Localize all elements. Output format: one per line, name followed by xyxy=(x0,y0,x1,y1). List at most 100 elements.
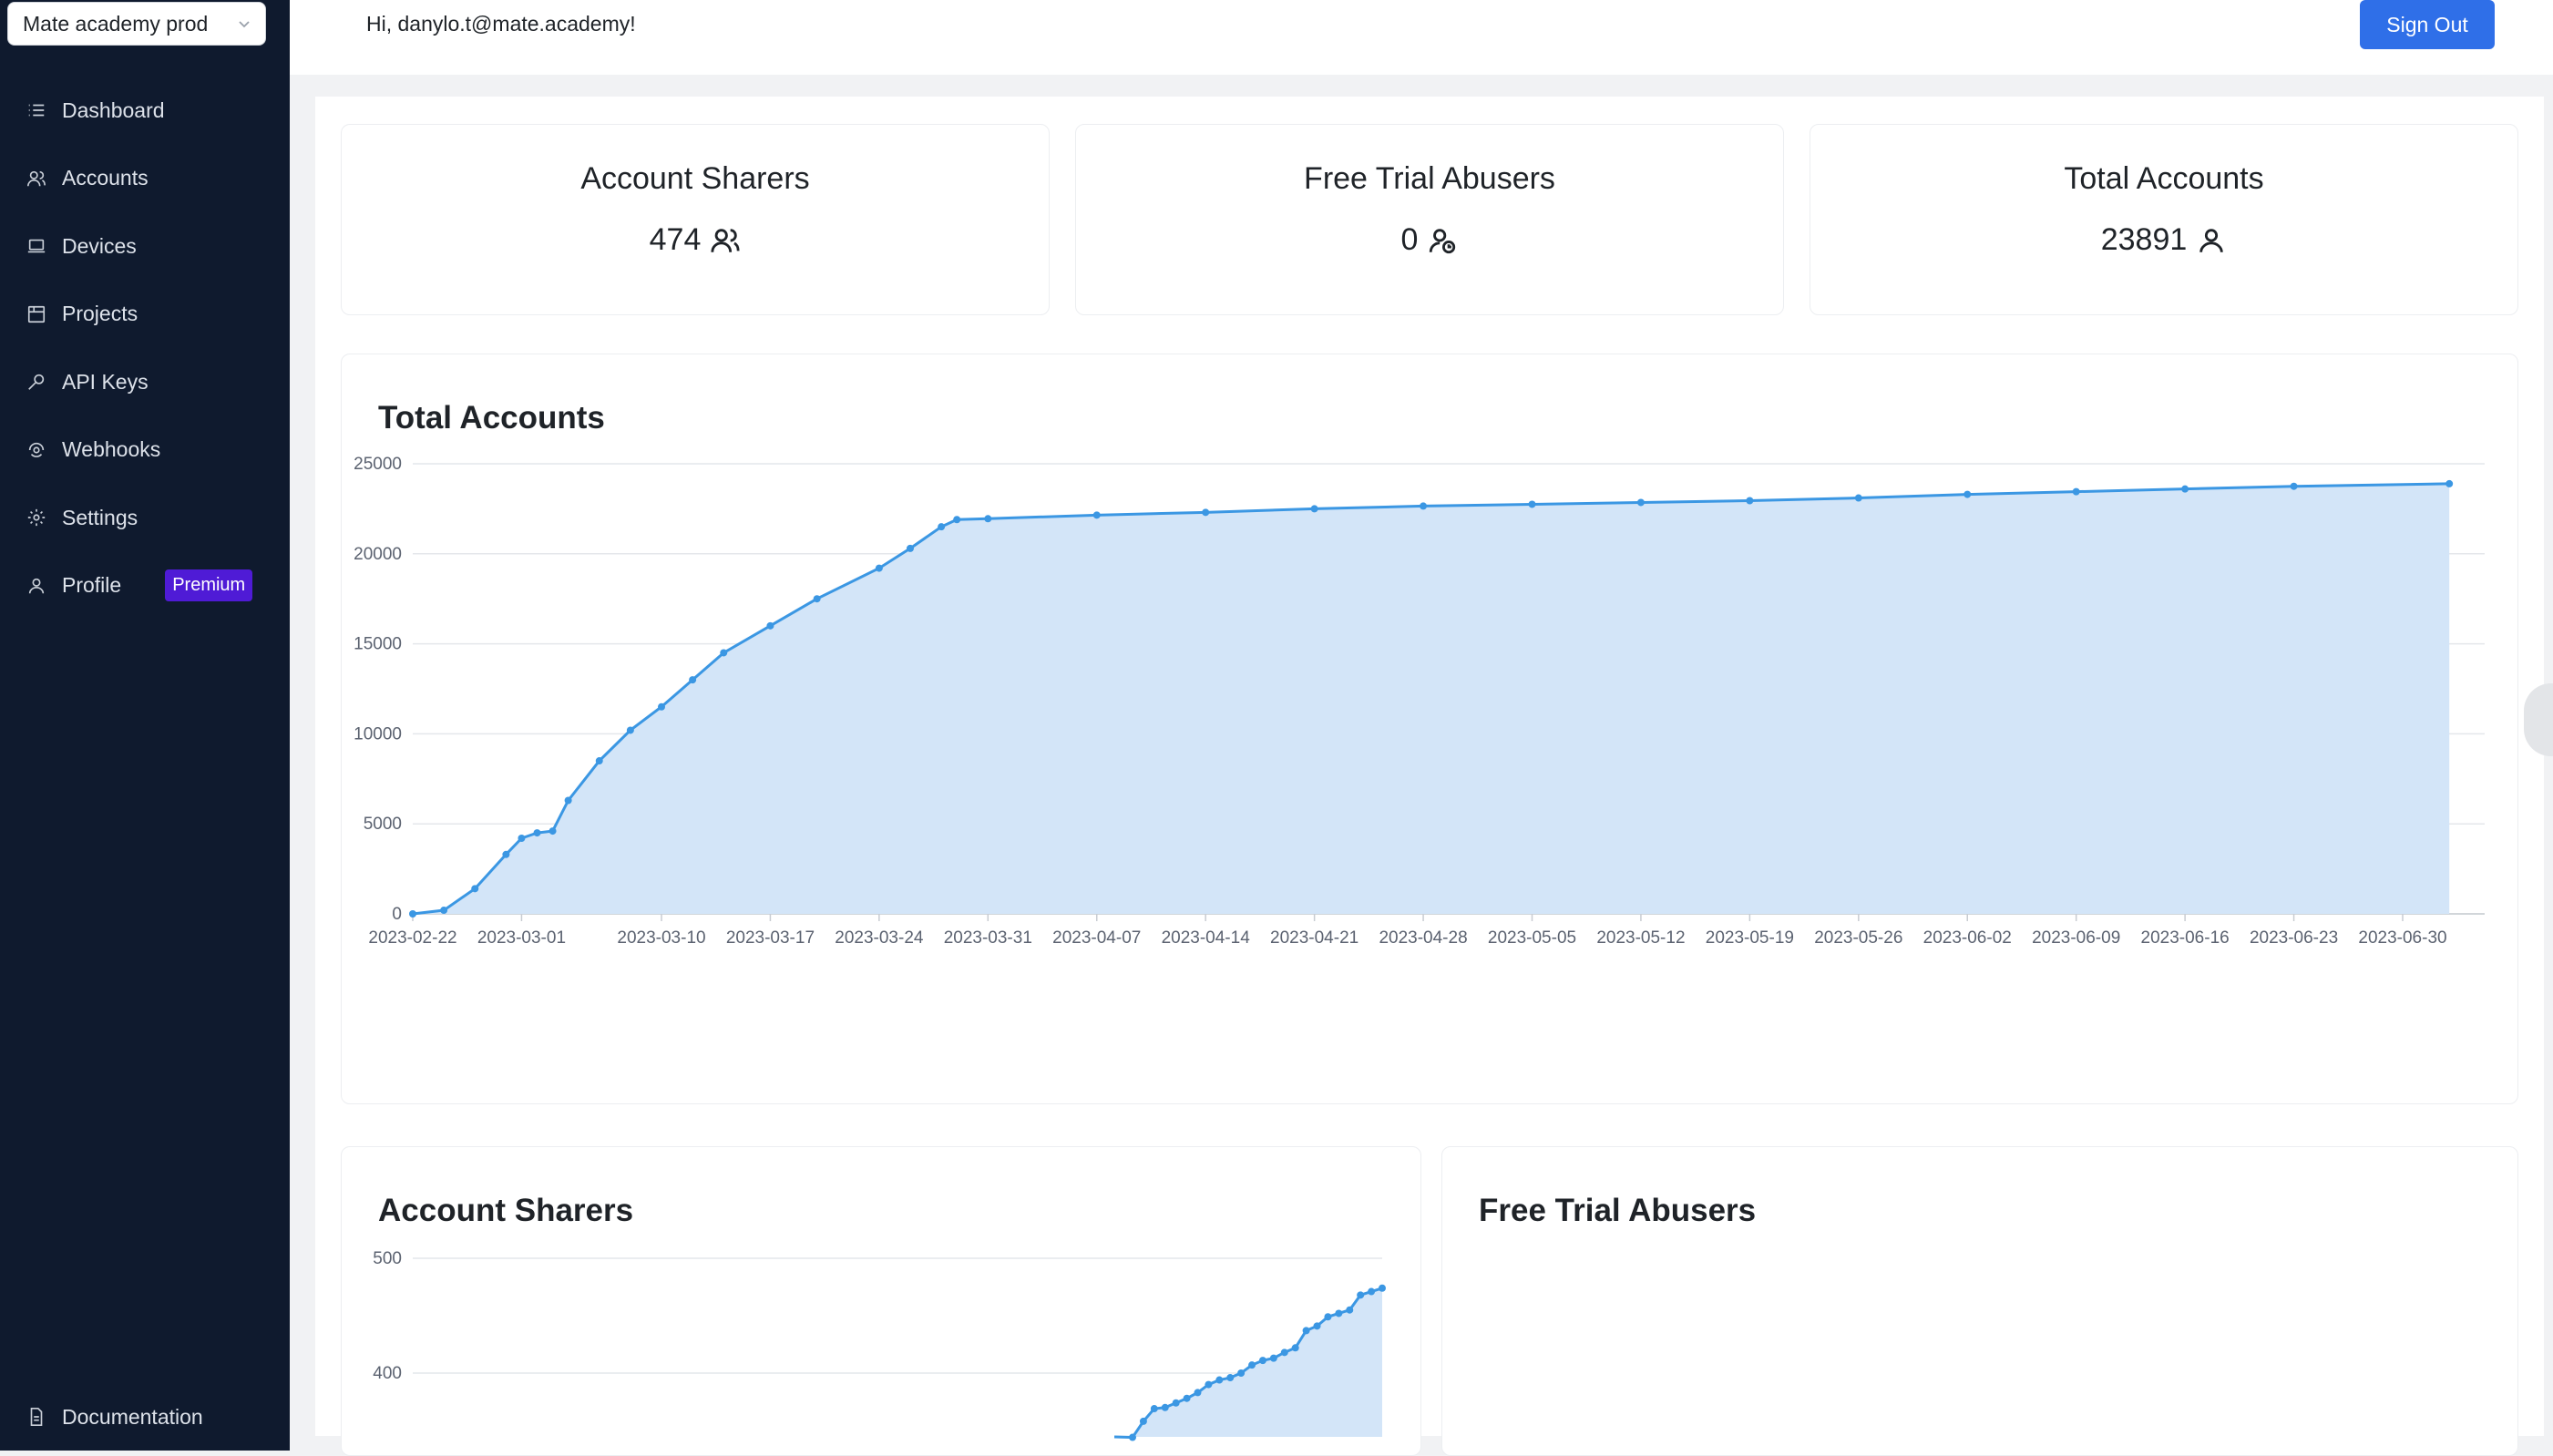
stat-title: Free Trial Abusers xyxy=(1304,161,1555,196)
y-tick-label: 25000 xyxy=(354,455,402,474)
data-point xyxy=(409,910,416,918)
account-sharers-chart-card: Account Sharers 400 500 xyxy=(341,1146,1421,1456)
stat-value-row: 0 xyxy=(1076,222,1783,258)
data-point xyxy=(1139,1417,1147,1425)
data-point xyxy=(626,726,634,734)
sidebar-item-label: Documentation xyxy=(62,1404,203,1429)
total-accounts-chart: 0 5000 10000 15000 20000 25000 2023-02-22 2023-… xyxy=(354,455,2485,948)
sidebar-item-documentation[interactable]: Documentation xyxy=(0,1383,315,1451)
data-point xyxy=(1172,1399,1180,1407)
x-tick-label: 2023-03-31 xyxy=(944,928,1032,948)
sidebar-item-devices[interactable]: Devices xyxy=(0,212,290,281)
data-point xyxy=(813,595,821,603)
total-accounts-chart-card: Total Accounts 0 5000 10000 15000 20000 25000… xyxy=(341,354,2518,1104)
data-point xyxy=(595,757,603,765)
project-select-label: Mate academy prod xyxy=(23,11,209,36)
series-area xyxy=(1114,1287,1382,1438)
sidebar-item-label: Devices xyxy=(62,233,137,258)
user-clock-icon xyxy=(1430,228,1456,253)
data-point xyxy=(1092,511,1101,519)
side-panel-handle[interactable] xyxy=(2524,683,2553,756)
list-icon xyxy=(26,99,47,121)
data-point xyxy=(907,544,914,552)
data-point xyxy=(1854,494,1862,502)
data-point xyxy=(1183,1394,1191,1402)
data-point xyxy=(1202,508,1210,517)
x-tick-label: 2023-06-23 xyxy=(2250,928,2338,948)
data-point xyxy=(1636,498,1645,507)
x-tick-label: 2023-04-28 xyxy=(1379,928,1467,948)
data-point xyxy=(1302,1327,1310,1335)
premium-badge: Premium xyxy=(165,569,253,602)
x-tick-label: 2023-06-09 xyxy=(2032,928,2120,948)
data-point xyxy=(1335,1309,1343,1318)
free-trial-abusers-chart-card: Free Trial Abusers xyxy=(1441,1146,2518,1456)
sidebar-item-api-keys[interactable]: API Keys xyxy=(0,348,290,416)
data-point xyxy=(1313,1322,1321,1330)
data-point xyxy=(518,835,526,843)
sidebar-item-settings[interactable]: Settings xyxy=(0,484,290,552)
stat-value: 474 xyxy=(649,222,702,257)
sidebar-item-label: Dashboard xyxy=(62,97,165,122)
data-point xyxy=(938,523,946,531)
y-tick-label: 20000 xyxy=(354,545,402,564)
data-point xyxy=(440,907,448,915)
stat-card-account-sharers: Account Sharers 474 xyxy=(341,124,1050,315)
sidebar-item-profile[interactable]: Profile Premium xyxy=(0,552,290,620)
top-header: Hi, danylo.t@mate.academy! Sign Out xyxy=(290,0,2553,75)
account-sharers-chart: 400 500 xyxy=(373,1249,1386,1441)
sidebar-item-webhooks[interactable]: Webhooks xyxy=(0,416,290,485)
data-point xyxy=(1226,1374,1235,1382)
data-point xyxy=(1215,1376,1224,1384)
data-point xyxy=(1129,1433,1136,1441)
dashboard-content: Account Sharers 474 Free Trial Abusers 0… xyxy=(315,97,2544,1456)
sidebar-item-dashboard[interactable]: Dashboard xyxy=(0,77,290,145)
data-point xyxy=(1237,1369,1246,1377)
folder-icon xyxy=(26,303,47,325)
x-tick-label: 2023-06-02 xyxy=(1923,928,2012,948)
data-point xyxy=(533,829,541,837)
data-point xyxy=(875,564,883,572)
x-tick-label: 2023-04-14 xyxy=(1162,928,1251,948)
x-tick-label: 2023-06-16 xyxy=(2141,928,2230,948)
data-point xyxy=(953,516,961,524)
stat-value-row: 474 xyxy=(342,222,1049,258)
y-tick-label: 5000 xyxy=(364,815,402,834)
x-tick-label: 2023-02-22 xyxy=(368,928,456,948)
y-tick-label: 10000 xyxy=(354,724,402,743)
data-point xyxy=(1357,1291,1365,1299)
sidebar-nav: Dashboard Accounts Devices Projects API … xyxy=(0,77,290,620)
x-tick-label: 2023-05-05 xyxy=(1488,928,1576,948)
x-tick-label: 2023-03-10 xyxy=(617,928,705,948)
project-select[interactable]: Mate academy prod xyxy=(7,2,266,46)
stat-title: Total Accounts xyxy=(2064,161,2264,196)
x-tick-label: 2023-05-19 xyxy=(1706,928,1794,948)
y-tick-label: 400 xyxy=(373,1364,402,1383)
key-icon xyxy=(26,371,47,393)
sign-out-button[interactable]: Sign Out xyxy=(2360,0,2495,49)
document-icon xyxy=(26,1406,47,1428)
users-icon xyxy=(711,228,740,252)
data-point xyxy=(1310,505,1318,513)
data-point xyxy=(689,676,697,684)
data-point xyxy=(564,796,572,805)
data-point xyxy=(1269,1354,1277,1362)
stat-value-row: 23891 xyxy=(1810,222,2517,258)
data-point xyxy=(502,850,510,858)
greeting-text: Hi, danylo.t@mate.academy! xyxy=(366,12,636,36)
data-point xyxy=(1258,1357,1266,1365)
user-icon xyxy=(26,575,47,597)
data-point xyxy=(1150,1405,1158,1413)
sidebar-item-label: Profile xyxy=(62,573,122,598)
data-point xyxy=(1248,1361,1256,1369)
chart-title: Account Sharers xyxy=(378,1193,634,1228)
data-point xyxy=(471,885,479,893)
data-point xyxy=(2072,487,2080,496)
x-tick-label: 2023-04-07 xyxy=(1052,928,1141,948)
x-tick-label: 2023-04-21 xyxy=(1270,928,1359,948)
sidebar-item-label: Webhooks xyxy=(62,437,161,462)
sidebar-item-accounts[interactable]: Accounts xyxy=(0,145,290,213)
users-icon xyxy=(26,168,47,190)
data-point xyxy=(549,827,557,836)
sidebar-item-projects[interactable]: Projects xyxy=(0,281,290,349)
